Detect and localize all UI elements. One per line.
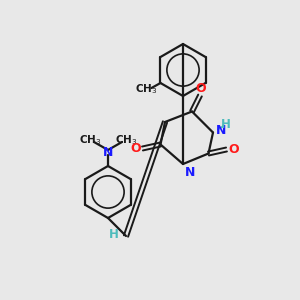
- Text: O: O: [228, 143, 239, 156]
- Text: N: N: [216, 124, 226, 137]
- Text: CH$_3$: CH$_3$: [135, 82, 158, 96]
- Text: N: N: [185, 166, 195, 179]
- Text: CH$_3$: CH$_3$: [115, 133, 137, 147]
- Text: CH$_3$: CH$_3$: [79, 133, 101, 147]
- Text: N: N: [103, 146, 113, 158]
- Text: H: H: [109, 227, 119, 241]
- Text: H: H: [221, 118, 231, 131]
- Text: O: O: [130, 142, 141, 155]
- Text: O: O: [196, 82, 206, 95]
